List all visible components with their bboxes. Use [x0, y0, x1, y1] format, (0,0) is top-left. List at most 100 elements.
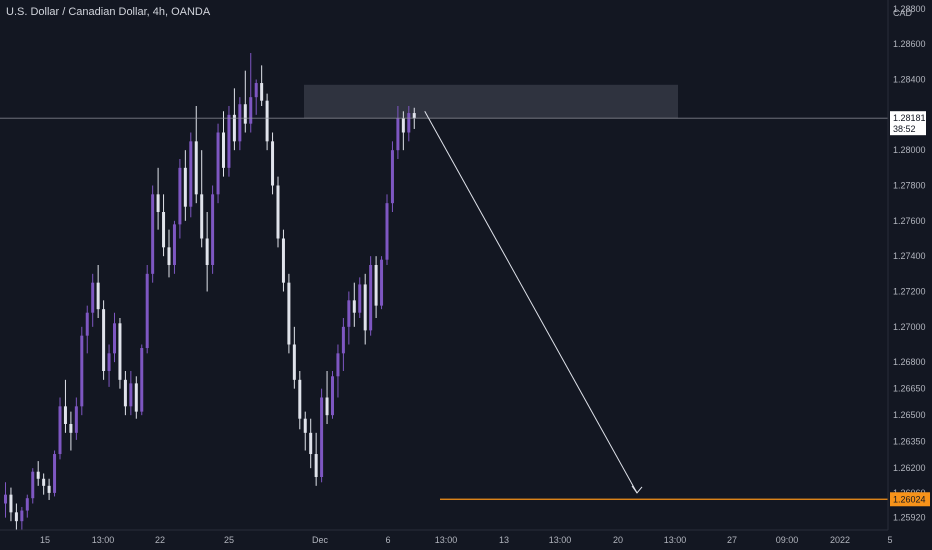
forecast-arrow-line[interactable] [424, 111, 638, 494]
candle-body[interactable] [14, 512, 18, 522]
price-tick-label: 1.27000 [893, 322, 926, 332]
candle-body[interactable] [118, 323, 122, 380]
candle-body[interactable] [238, 104, 242, 142]
candle-body[interactable] [412, 113, 416, 119]
candle-body[interactable] [102, 309, 106, 371]
candle-body[interactable] [271, 141, 275, 186]
candle-body[interactable] [380, 259, 384, 306]
candle-body[interactable] [183, 167, 187, 207]
candle-body[interactable] [249, 97, 253, 124]
candle-body[interactable] [156, 194, 160, 212]
price-tick-label: 1.28000 [893, 145, 926, 155]
candle-body[interactable] [265, 100, 269, 142]
candle-body[interactable] [254, 83, 258, 98]
candle-body[interactable] [145, 273, 149, 349]
candle-body[interactable] [369, 265, 373, 331]
time-tick-label: 15 [40, 535, 50, 545]
price-tick-label: 1.26500 [893, 410, 926, 420]
price-tick-label: 1.28600 [893, 39, 926, 49]
candle-body[interactable] [63, 406, 67, 424]
candle-body[interactable] [25, 498, 29, 511]
candle-body[interactable] [309, 432, 313, 455]
candle-body[interactable] [47, 485, 51, 493]
candle-body[interactable] [222, 132, 225, 168]
forecast-arrow-head [631, 485, 643, 494]
candle-body[interactable] [85, 312, 89, 336]
candle-body[interactable] [314, 454, 318, 477]
candle-body[interactable] [325, 397, 329, 416]
time-tick-label: 6 [385, 535, 390, 545]
candle-body[interactable] [4, 494, 7, 504]
candle-body[interactable] [107, 353, 111, 371]
candle-body[interactable] [91, 282, 95, 313]
candle-body[interactable] [303, 418, 307, 433]
candle-body[interactable] [205, 238, 209, 266]
candle-body[interactable] [31, 471, 35, 499]
candle-body[interactable] [216, 132, 220, 195]
candle-body[interactable] [374, 265, 378, 306]
candle-body[interactable] [227, 114, 231, 168]
candle-body[interactable] [74, 406, 78, 433]
price-tick-label: 1.27200 [893, 287, 926, 297]
candle-body[interactable] [162, 212, 166, 248]
candle-body[interactable] [243, 104, 247, 124]
last-price-badge [890, 111, 926, 136]
candle-body[interactable] [96, 282, 100, 310]
candle-body[interactable] [194, 141, 198, 195]
candle-body[interactable] [232, 114, 236, 142]
candle-body[interactable] [113, 323, 116, 354]
candle-body[interactable] [140, 348, 144, 412]
candle-body[interactable] [211, 194, 215, 265]
candles-layer[interactable] [4, 53, 416, 530]
candle-body[interactable] [331, 376, 334, 416]
candle-body[interactable] [396, 118, 400, 151]
candle-body[interactable] [9, 494, 13, 513]
candle-body[interactable] [36, 471, 40, 479]
price-tick-label: 1.28400 [893, 75, 926, 85]
price-axis-currency: CAD [893, 8, 913, 18]
price-axis[interactable]: CAD 1.28800 1.28600 1.28400 1.28000 1.27800 1… [887, 0, 926, 530]
candle-body[interactable] [167, 247, 171, 265]
candle-body[interactable] [129, 383, 133, 407]
candle-body[interactable] [401, 118, 405, 133]
candle-body[interactable] [358, 284, 362, 313]
candle-body[interactable] [80, 335, 84, 407]
candle-body[interactable] [42, 478, 46, 486]
candle-body[interactable] [200, 194, 204, 239]
candle-body[interactable] [20, 510, 24, 522]
candle-body[interactable] [292, 344, 296, 380]
candle-body[interactable] [151, 194, 155, 274]
candle-body[interactable] [287, 282, 291, 345]
last-price-value: 1.28181 [893, 113, 926, 123]
time-tick-label: 13:00 [549, 535, 572, 545]
candle-body[interactable] [336, 353, 340, 377]
candle-body[interactable] [352, 300, 356, 313]
time-axis[interactable]: 15 13:00 22 25 Dec 6 13:00 13 13:00 20 13:00 27 09:0… [0, 529, 893, 545]
candle-body[interactable] [58, 406, 62, 455]
candle-body[interactable] [390, 150, 394, 204]
candle-body[interactable] [134, 383, 138, 412]
candle-body[interactable] [385, 203, 389, 260]
candle-body[interactable] [69, 424, 73, 433]
resistance-zone[interactable] [304, 84, 678, 119]
time-tick-label: 13:00 [664, 535, 687, 545]
candle-body[interactable] [189, 141, 193, 207]
candle-body[interactable] [53, 454, 57, 493]
candle-body[interactable] [260, 83, 264, 101]
candle-body[interactable] [172, 224, 176, 265]
candle-body[interactable] [276, 185, 280, 239]
resistance-zone-layer [304, 84, 678, 119]
drawing-overlay-layer[interactable] [0, 111, 888, 500]
candle-body[interactable] [320, 397, 324, 478]
price-tick-label: 1.26200 [893, 463, 926, 473]
time-tick-label: 13:00 [435, 535, 458, 545]
candle-body[interactable] [281, 238, 285, 283]
candle-body[interactable] [407, 113, 411, 133]
candle-body[interactable] [363, 284, 367, 331]
candle-body[interactable] [347, 300, 351, 327]
candle-body[interactable] [341, 326, 345, 354]
candle-body[interactable] [123, 379, 127, 407]
candle-body[interactable] [298, 379, 302, 419]
candle-body[interactable] [178, 167, 182, 225]
